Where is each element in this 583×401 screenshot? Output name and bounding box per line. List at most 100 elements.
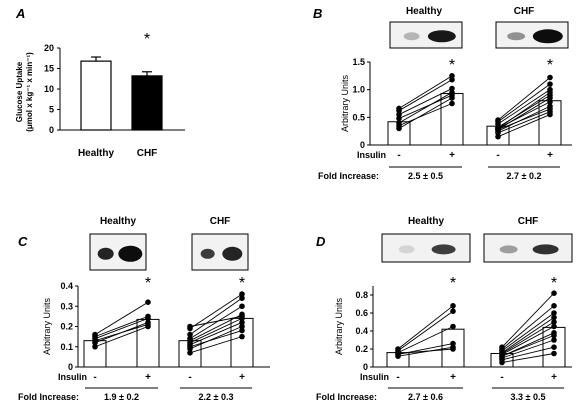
paired-line [189,330,243,348]
data-point-insulin [239,333,245,340]
paired-line [497,111,551,134]
y-tick-label: 0.8 [355,290,368,300]
data-point-insulin [449,92,455,98]
panel-label: B [313,6,322,21]
paired-line [94,301,149,335]
insulin-condition: + [547,150,553,161]
fold-increase-value: 1.9 ± 0.2 [104,392,139,401]
fold-increase-label: Fold Increase: [318,171,379,181]
paired-line [189,336,243,354]
data-point-insulin [551,344,557,351]
group-label-chf: CHF [210,216,231,227]
y-tick-label: 20 [44,43,54,53]
data-point-insulin [449,73,455,79]
insulin-label: Insulin [58,372,87,382]
data-point-insulin [145,321,151,328]
y-tick-label: 0.2 [60,322,73,332]
paired-line [189,326,243,350]
paired-line [397,348,454,354]
data-point-basal [396,105,402,112]
data-point-insulin [547,99,553,105]
data-point-insulin [450,323,456,330]
data-point-insulin [145,299,151,306]
paired-line [398,103,453,127]
fold-increase-value: 3.3 ± 0.5 [511,392,546,401]
western-blot-healthy [381,233,471,263]
paired-line [501,317,555,353]
data-point-insulin [551,319,557,325]
paired-line [94,317,149,340]
panel-label: D [316,234,326,249]
data-point-basal [396,122,402,129]
panel-a: A 0 5 10 15 20 Glucose Uptake (μmol x kg⁻¹ x mi… [15,6,185,159]
paired-line [94,324,149,342]
data-point-basal [499,344,505,351]
paired-line [497,83,551,123]
significance-marker: * [239,275,245,292]
western-blot-healthy [89,233,147,271]
y-tick-label: 1.5 [352,57,365,67]
significance-marker: * [551,275,557,292]
panel-d: D Healthy CHF 0 0.2 0.4 0.6 0.8 Arbitrary Units *… [316,216,572,401]
data-point-insulin [239,295,245,301]
paired-line [497,101,551,129]
paired-line [497,108,551,130]
paired-line [189,313,243,342]
y-axis-label: Arbitrary Units [42,297,52,355]
group-label-chf: CHF [514,6,535,17]
y-tick-label: 0 [49,125,54,135]
data-point-basal [187,323,193,330]
data-point-insulin [449,100,455,107]
y-tick-label: 0 [363,362,368,372]
paired-line [497,114,551,138]
paired-line [397,326,454,354]
y-axis-label: Arbitrary Units [334,297,344,355]
data-point-insulin [450,340,456,347]
bar-chf [131,75,163,131]
paired-line [501,326,555,355]
data-point-basal [92,337,98,344]
insulin-label: Insulin [360,372,389,382]
data-point-insulin [449,85,455,92]
paired-line [501,346,555,361]
fold-increase-value: 2.7 ± 0.6 [408,392,443,401]
significance-marker: * [547,57,553,74]
data-point-basal [495,133,501,140]
y-tick-label: 0.5 [352,112,365,122]
paired-line [189,305,243,340]
data-point-basal [187,331,193,338]
paired-line [189,317,243,344]
y-tick-label: 5 [49,105,54,115]
paired-line [501,292,555,348]
insulin-label: Insulin [357,150,386,160]
blot-frame [381,233,471,263]
data-point-insulin [551,337,557,343]
blot-band [431,244,456,255]
paired-line [189,322,243,346]
paired-line [497,94,551,128]
blot-band [499,245,518,254]
data-point-insulin [239,327,245,334]
data-point-insulin [239,303,245,310]
insulin-condition: - [93,372,96,383]
significance-marker: * [449,57,455,74]
paired-line [501,339,555,359]
data-point-insulin [145,313,151,320]
data-point-insulin [450,308,456,315]
data-point-basal [187,350,193,356]
blot-band [427,30,456,43]
insulin-condition: + [145,372,151,383]
paired-line [501,321,555,354]
paired-line [501,312,555,352]
blot-band [403,32,420,41]
data-point-basal [396,115,402,122]
western-blot-healthy [389,21,463,49]
data-point-insulin [547,86,553,93]
insulin-condition: + [239,372,245,383]
western-blot-chf [495,21,569,49]
data-point-basal [499,353,505,360]
data-point-insulin [551,303,557,309]
blot-band [200,248,215,259]
y-tick-label: 0.3 [60,301,73,311]
group-label-healthy: Healthy [100,216,137,227]
